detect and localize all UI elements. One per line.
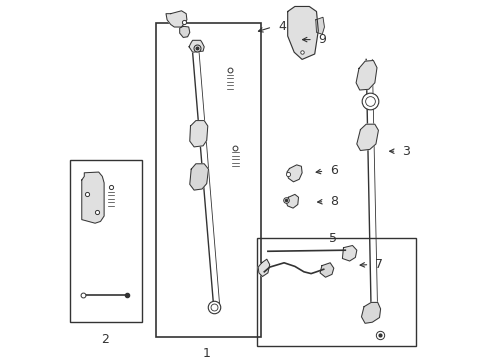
Text: 4: 4 xyxy=(277,21,285,33)
Text: 5: 5 xyxy=(328,232,336,245)
Bar xyxy=(156,23,260,337)
Text: 7: 7 xyxy=(374,258,383,271)
Bar xyxy=(291,20,313,47)
Polygon shape xyxy=(258,259,269,276)
Text: 2: 2 xyxy=(101,333,108,346)
Polygon shape xyxy=(355,60,376,90)
Polygon shape xyxy=(342,246,356,261)
Bar xyxy=(257,238,415,346)
Polygon shape xyxy=(81,172,104,223)
Polygon shape xyxy=(189,121,207,147)
Text: 6: 6 xyxy=(329,165,337,177)
Bar xyxy=(70,160,142,322)
Text: 8: 8 xyxy=(329,195,338,208)
Polygon shape xyxy=(179,26,189,37)
Polygon shape xyxy=(189,164,208,190)
Polygon shape xyxy=(166,11,186,27)
Polygon shape xyxy=(286,165,302,182)
Polygon shape xyxy=(356,124,378,150)
Polygon shape xyxy=(315,17,324,34)
Polygon shape xyxy=(361,302,380,323)
Text: 3: 3 xyxy=(401,145,409,158)
Text: 1: 1 xyxy=(203,347,210,360)
Text: 9: 9 xyxy=(318,33,326,46)
Polygon shape xyxy=(285,194,298,208)
Polygon shape xyxy=(320,263,333,277)
Polygon shape xyxy=(189,40,204,52)
Polygon shape xyxy=(287,6,318,59)
